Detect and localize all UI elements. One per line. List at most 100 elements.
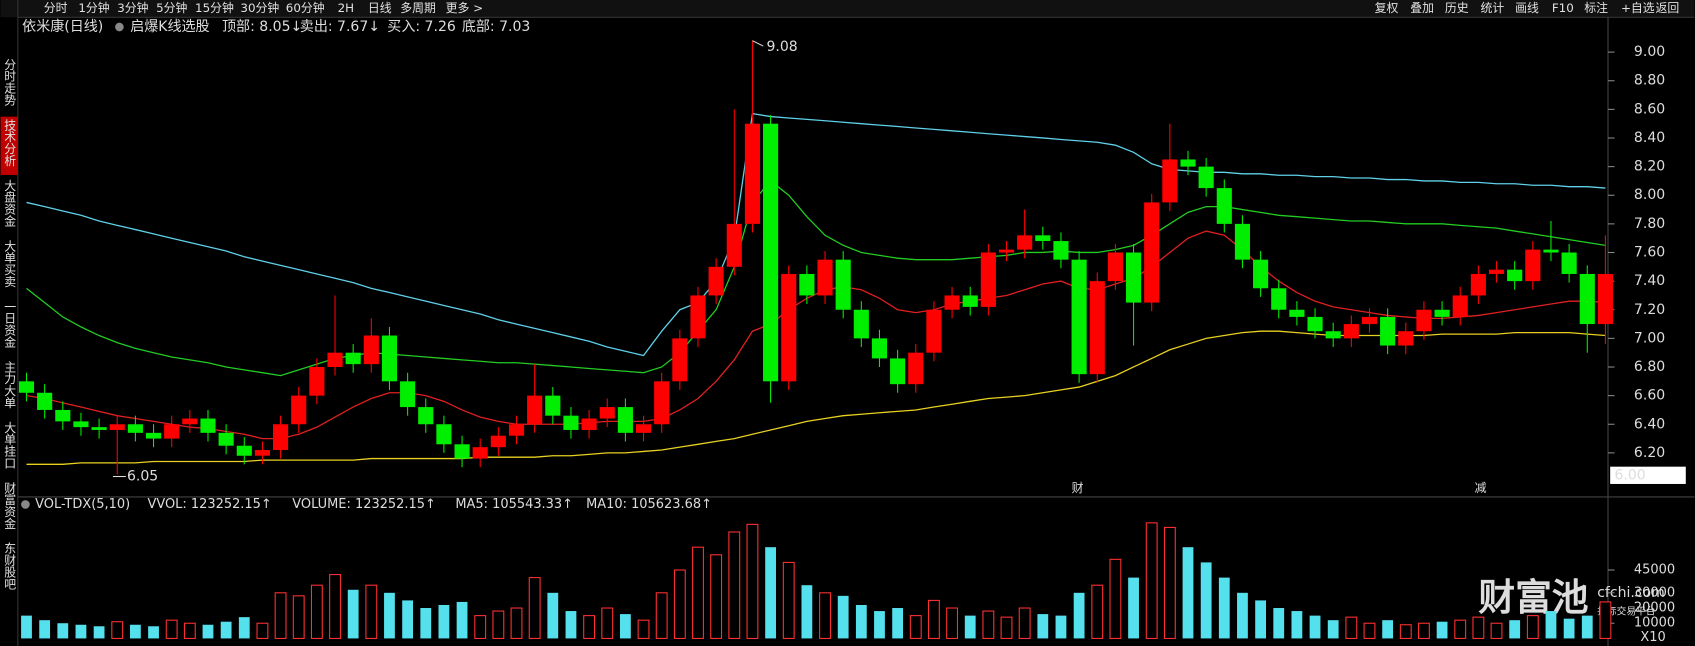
period-tab[interactable]: 更多 > <box>446 1 483 15</box>
tool-button[interactable]: 历史 <box>1445 1 1469 15</box>
legend-item: VVOL: 123252.15↑ <box>147 497 271 512</box>
candle-body <box>1361 316 1378 325</box>
sidebar-tab[interactable]: 东财股吧 <box>3 542 17 590</box>
period-tab[interactable]: 15分钟 <box>195 1 234 15</box>
y-tick-label: 7.60 <box>1634 244 1665 260</box>
sidebar-tab[interactable]: 主力大单 <box>3 360 17 409</box>
event-marker[interactable]: 财 <box>1072 481 1084 495</box>
legend-item: 底部: 7.03 <box>462 19 531 35</box>
period-tab[interactable]: 1分钟 <box>78 1 109 15</box>
period-tab[interactable]: 2H <box>338 1 355 15</box>
candle-body <box>672 338 688 382</box>
indicator-icon[interactable] <box>115 22 124 32</box>
volume-bar <box>655 592 668 639</box>
sidebar-tab[interactable]: 技术分析 <box>3 119 17 167</box>
volume-bar <box>946 607 959 639</box>
y-tick-label: 9.00 <box>1634 44 1665 60</box>
annotation-pointer <box>752 40 764 47</box>
event-marker[interactable]: 减 <box>1475 481 1487 495</box>
volume-bar <box>111 621 124 639</box>
candle-body <box>1398 331 1414 346</box>
candle-body <box>1017 235 1033 250</box>
sidebar-tab[interactable]: 分时走势 <box>3 58 17 106</box>
sidebar-tab[interactable]: 大单挂口 <box>3 421 17 469</box>
tool-button[interactable]: 返回 <box>1656 1 1680 15</box>
volume-bar <box>746 523 759 639</box>
candle-body <box>1507 269 1523 282</box>
volume-bar <box>964 615 976 639</box>
candle-body <box>1561 252 1577 274</box>
stock-title: 依米康(日线) <box>22 18 103 35</box>
volume-bar <box>75 624 87 639</box>
y-tick-label: 45000 <box>1634 562 1675 577</box>
volume-bar <box>782 561 795 639</box>
candle-body <box>1597 273 1613 325</box>
y-tick-label: 7.80 <box>1634 216 1665 232</box>
legend-item: MA10: 105623.68↑ <box>586 497 712 512</box>
tool-button[interactable]: 标注 <box>1584 1 1608 15</box>
volume-bar <box>329 574 341 639</box>
sidebar-tab[interactable]: 大单买卖 <box>3 239 17 288</box>
tool-button[interactable]: 叠加 <box>1410 1 1434 15</box>
volume-bar <box>148 626 159 639</box>
period-tab[interactable]: 5分钟 <box>156 1 187 15</box>
volume-bar <box>1145 522 1158 639</box>
tool-button[interactable]: 统计 <box>1481 1 1505 15</box>
volume-bar <box>855 604 867 639</box>
volume-icon[interactable] <box>21 500 30 509</box>
tool-button[interactable]: 复权 <box>1375 1 1399 15</box>
volume-bar <box>1273 608 1285 639</box>
volume-bar <box>547 592 559 639</box>
candle-body <box>273 424 289 451</box>
candle-body <box>1470 273 1486 296</box>
y-tick-label: 8.00 <box>1634 187 1665 203</box>
candle-body <box>472 447 488 459</box>
candle-body <box>327 352 343 368</box>
volume-bar <box>402 600 414 639</box>
candle-body <box>545 395 561 416</box>
volume-bar <box>1399 624 1412 639</box>
candle-body <box>37 392 53 410</box>
candle-body <box>1216 188 1232 224</box>
indicator-name[interactable]: 启爆K线选股 <box>130 19 209 35</box>
legend-item: 卖出: 7.67↓ <box>300 19 380 35</box>
volume-bar <box>619 614 631 639</box>
tool-button[interactable]: F10 <box>1552 1 1574 15</box>
sidebar-tab[interactable]: 一日资金 <box>3 300 17 348</box>
candle-body <box>55 409 71 422</box>
volume-bar <box>492 610 505 639</box>
period-tab[interactable]: 分时 <box>44 1 68 15</box>
period-tab[interactable]: 30分钟 <box>240 1 279 15</box>
volume-bar <box>310 584 323 639</box>
sidebar-tab[interactable]: 大盘资金 <box>3 179 17 227</box>
volume-bar <box>673 569 686 639</box>
tool-button[interactable]: 画线 <box>1515 1 1539 15</box>
candle-body <box>1289 309 1305 317</box>
y-tick-label: 10000 <box>1634 616 1675 631</box>
candle-body <box>1107 252 1123 282</box>
candle-body <box>654 381 670 425</box>
volume-bar <box>874 611 885 639</box>
volume-bar <box>1490 622 1503 639</box>
y-tick-label: 30000 <box>1634 585 1675 600</box>
volume-bar <box>601 607 614 639</box>
volume-bar <box>39 620 51 639</box>
period-tab[interactable]: 日线 <box>368 1 392 15</box>
volume-bar <box>438 604 450 639</box>
candle-body <box>1035 235 1051 242</box>
sidebar-tab[interactable]: 财富资金 <box>3 481 17 529</box>
candle-body <box>1452 295 1468 317</box>
candle-body <box>908 352 924 385</box>
volume-bar <box>256 622 269 639</box>
legend-item: 顶部: 8.05↓ <box>222 19 302 35</box>
volume-bar <box>728 531 741 639</box>
volume-bar <box>819 592 831 639</box>
volume-bar <box>710 554 723 639</box>
y-tick-label: 7.00 <box>1634 330 1665 346</box>
period-tab[interactable]: 3分钟 <box>117 1 148 15</box>
period-tab[interactable]: 60分钟 <box>286 1 325 15</box>
candle-body <box>309 367 325 396</box>
tool-button[interactable]: +自选 <box>1621 1 1655 15</box>
period-tab[interactable]: 多周期 <box>400 1 436 15</box>
